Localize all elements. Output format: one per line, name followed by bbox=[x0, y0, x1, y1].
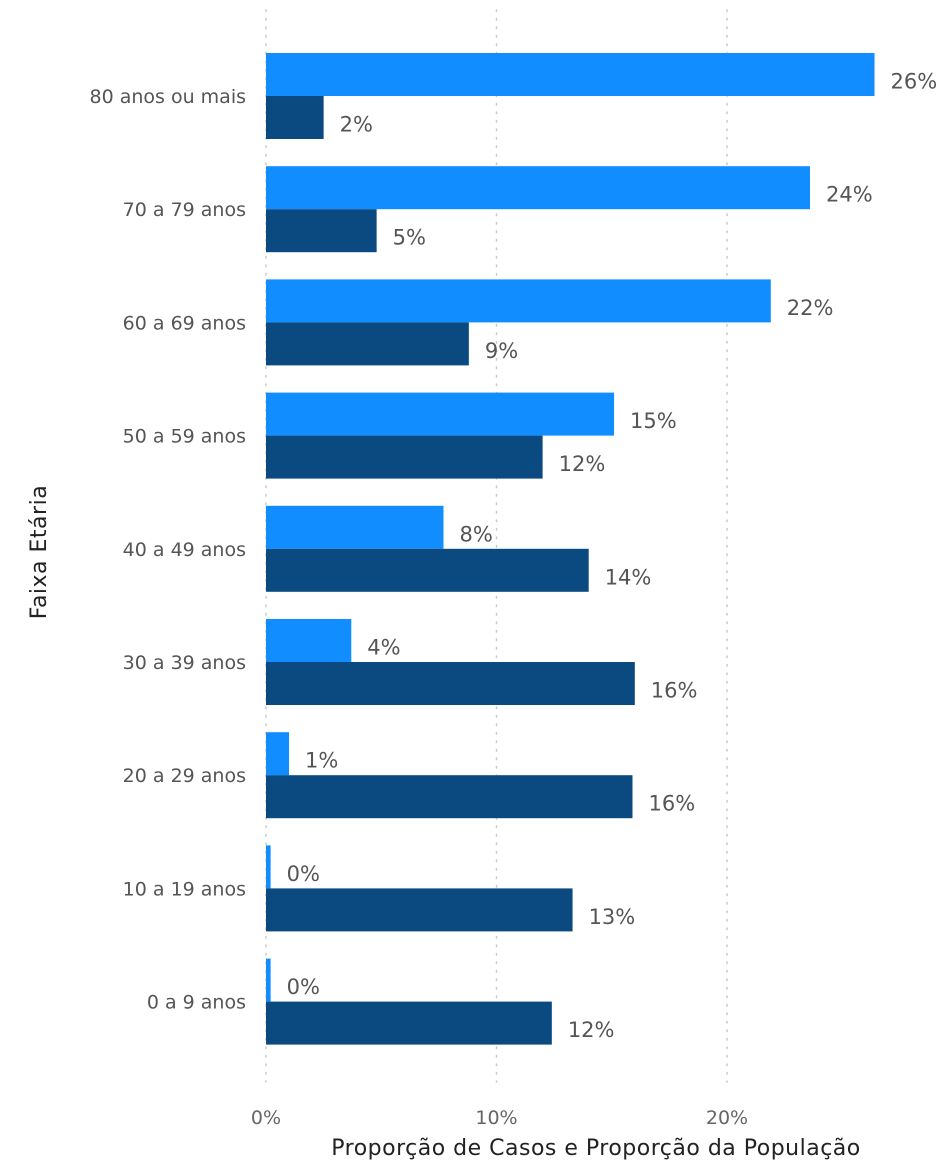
data-label-series1-1: 24% bbox=[826, 183, 873, 207]
data-label-series2-1: 5% bbox=[393, 226, 426, 250]
x-tick-label-1: 10% bbox=[475, 1107, 517, 1129]
data-label-series1-6: 1% bbox=[305, 749, 338, 773]
bar-series2-0 bbox=[266, 96, 324, 139]
category-label-7: 10 a 19 anos bbox=[123, 878, 246, 900]
data-label-series2-8: 12% bbox=[568, 1018, 615, 1042]
data-label-series1-8: 0% bbox=[287, 975, 320, 999]
data-label-series2-3: 12% bbox=[559, 452, 606, 476]
data-label-series2-0: 2% bbox=[340, 113, 373, 137]
x-tick-label-2: 20% bbox=[706, 1107, 748, 1129]
data-label-series2-7: 13% bbox=[589, 905, 636, 929]
bar-series2-6 bbox=[266, 775, 633, 819]
category-label-2: 60 a 69 anos bbox=[123, 312, 246, 334]
category-label-4: 40 a 49 anos bbox=[123, 539, 246, 561]
category-label-0: 80 anos ou mais bbox=[90, 86, 247, 108]
bar-series2-1 bbox=[266, 209, 377, 253]
bar-series1-4 bbox=[266, 505, 444, 549]
data-label-series2-5: 16% bbox=[651, 679, 698, 703]
category-label-6: 20 a 29 anos bbox=[123, 765, 246, 787]
bar-series2-8 bbox=[266, 1001, 552, 1045]
category-label-3: 50 a 59 anos bbox=[123, 426, 246, 448]
data-label-series2-2: 9% bbox=[485, 339, 518, 363]
category-label-8: 0 a 9 anos bbox=[147, 992, 246, 1014]
data-label-series2-6: 16% bbox=[648, 792, 695, 816]
data-label-series1-3: 15% bbox=[630, 409, 677, 433]
data-label-series1-2: 22% bbox=[787, 296, 834, 320]
data-label-series1-7: 0% bbox=[287, 862, 320, 886]
data-label-series1-5: 4% bbox=[367, 636, 400, 660]
bar-series1-0 bbox=[266, 53, 875, 96]
category-label-5: 30 a 39 anos bbox=[123, 652, 246, 674]
bar-series1-5 bbox=[266, 619, 352, 662]
bar-series1-3 bbox=[266, 392, 615, 436]
bar-series1-6 bbox=[266, 732, 290, 776]
data-label-series1-0: 26% bbox=[891, 70, 938, 94]
category-label-1: 70 a 79 anos bbox=[123, 199, 246, 221]
y-axis-title: Faixa Etária bbox=[27, 485, 52, 619]
data-label-series2-4: 14% bbox=[605, 565, 652, 589]
bar-series2-3 bbox=[266, 435, 543, 479]
bar-series1-1 bbox=[266, 166, 810, 210]
bar-series2-7 bbox=[266, 888, 573, 932]
bar-series1-2 bbox=[266, 279, 771, 323]
category-labels: 80 anos ou mais 70 a 79 anos 60 a 69 anos 5… bbox=[90, 86, 247, 1014]
bar-series1-7 bbox=[266, 845, 271, 889]
bar-series2-2 bbox=[266, 322, 469, 366]
bar-series2-5 bbox=[266, 662, 635, 705]
bar-series2-4 bbox=[266, 548, 589, 592]
bar-series1-8 bbox=[266, 958, 271, 1002]
x-tick-labels: 0% 10% 20% bbox=[251, 1107, 748, 1129]
x-axis-title: Proporção de Casos e Proporção da Popula… bbox=[331, 1136, 861, 1161]
bars: 26% 2% 24% 5% 22% 9% 15% 12% 8% 14% 4% 16% 1% 16% 0% 13… bbox=[266, 53, 937, 1045]
data-label-series1-4: 8% bbox=[459, 522, 492, 546]
x-tick-label-0: 0% bbox=[251, 1107, 281, 1129]
